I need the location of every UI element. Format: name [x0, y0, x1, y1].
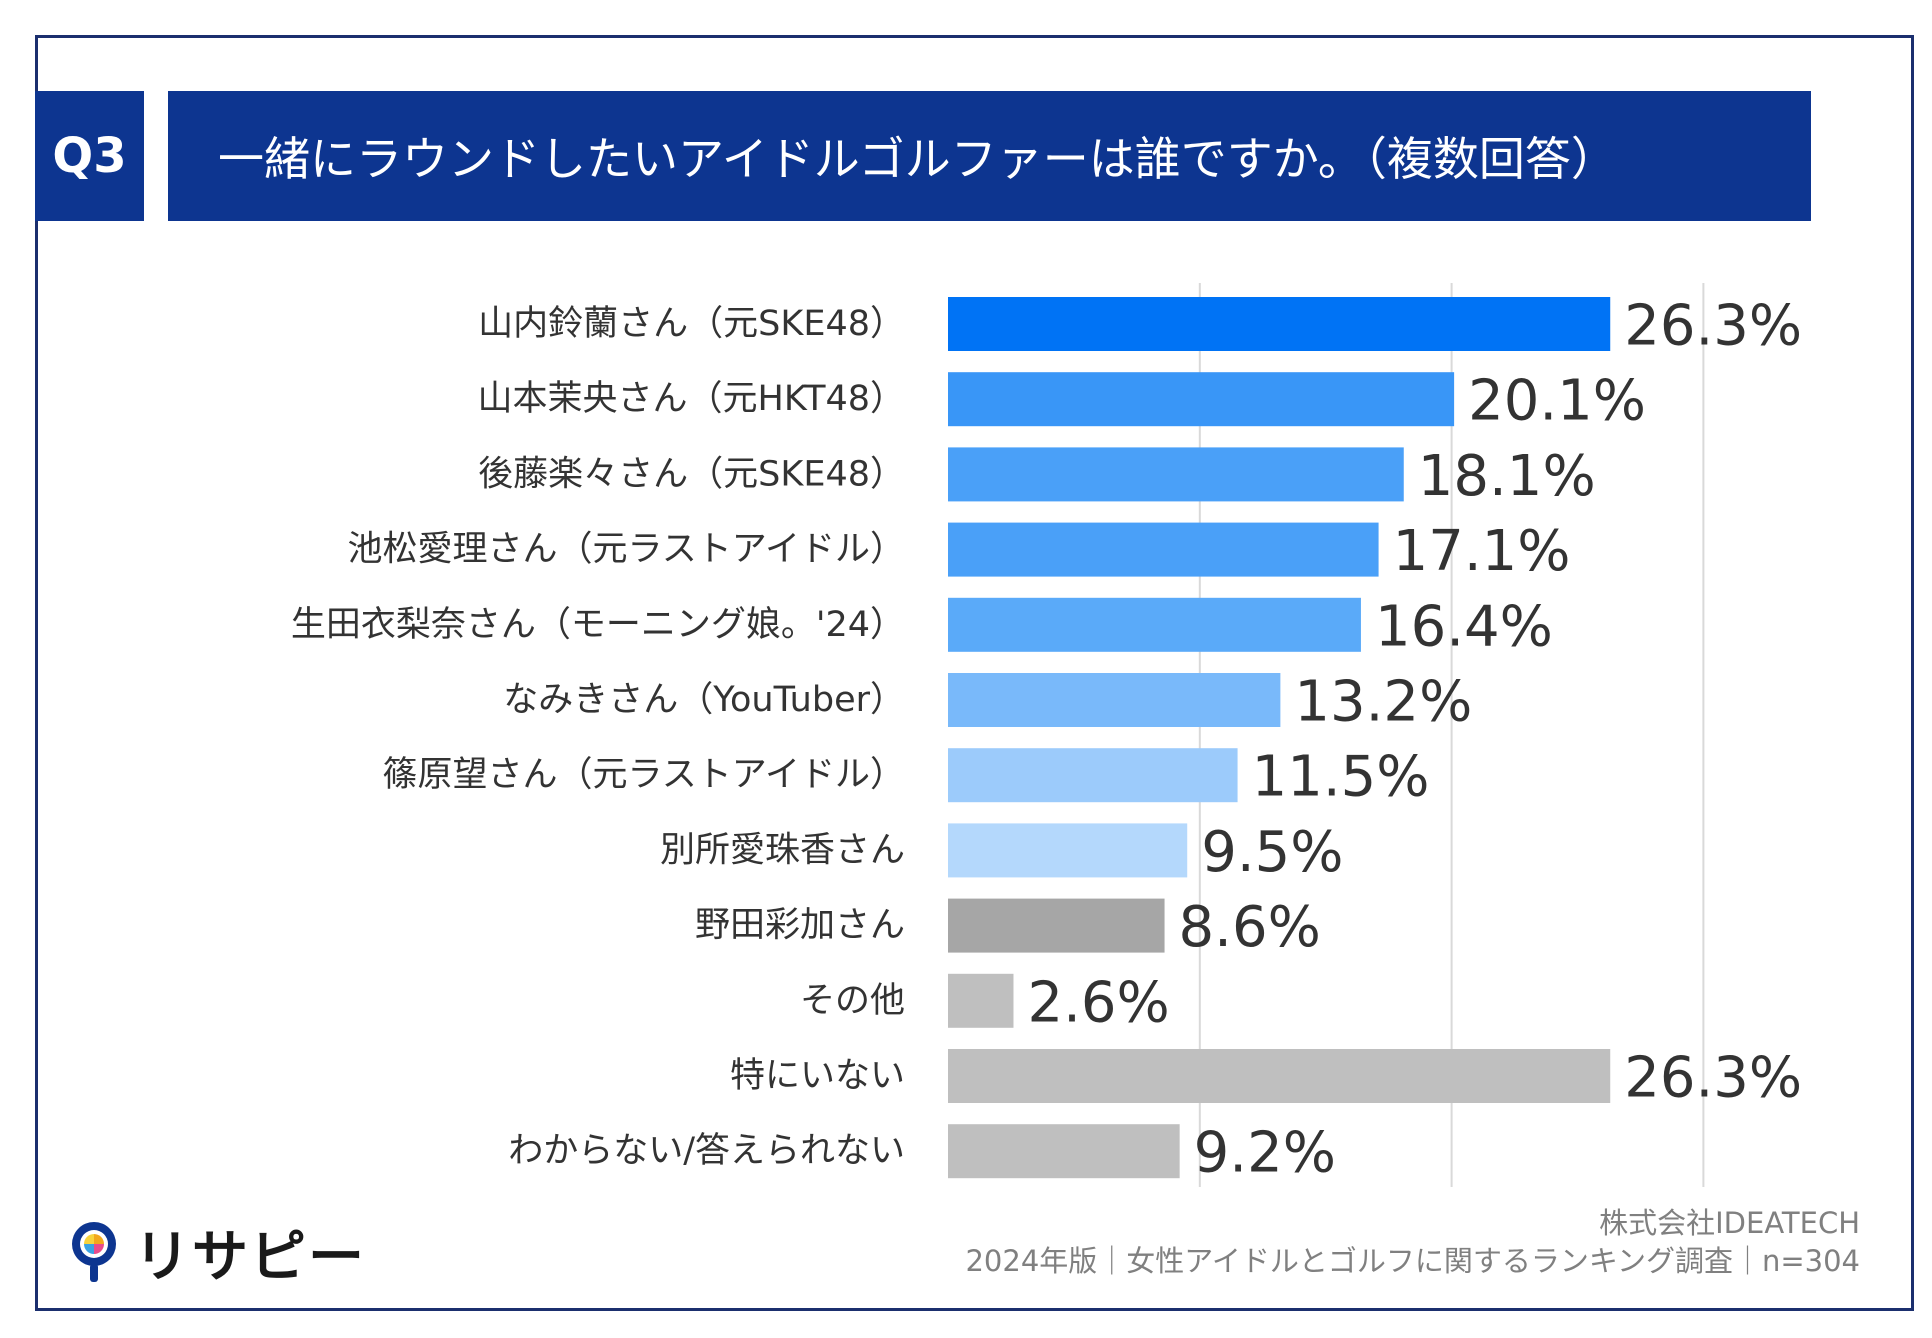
logo-text: リサピー [134, 1225, 366, 1290]
bar [948, 372, 1455, 427]
footer-company: 株式会社IDEATECH [1599, 1206, 1860, 1240]
value-label: 8.6% [1179, 895, 1321, 960]
value-label: 2.6% [1027, 970, 1169, 1035]
value-label: 13.2% [1294, 670, 1472, 735]
brand-logo: リサピー [68, 1212, 366, 1293]
value-label: 18.1% [1418, 444, 1596, 509]
bar [948, 597, 1361, 652]
lightbulb-pin-icon [72, 1221, 116, 1282]
bar [948, 522, 1379, 577]
bar [948, 748, 1238, 803]
category-label: わからない/答えられない [508, 1131, 905, 1171]
value-label: 16.4% [1375, 594, 1553, 659]
category-label: 生田衣梨奈さん（モーニング娘。'24） [291, 605, 905, 645]
value-label: 26.3% [1624, 294, 1802, 359]
category-label: 篠原望さん（元ラストアイドル） [382, 755, 905, 795]
question-title: 一緒にラウンドしたいアイドルゴルファーは誰ですか。（複数回答） [168, 91, 1811, 221]
bar [948, 823, 1188, 878]
value-label: 9.5% [1201, 820, 1343, 885]
category-label: 山内鈴蘭さん（元SKE48） [478, 304, 905, 344]
outer-frame [35, 35, 1914, 1311]
category-label: 山本茉央さん（元HKT48） [478, 379, 905, 419]
category-label: なみきさん（YouTuber） [503, 680, 905, 720]
value-label: 26.3% [1624, 1046, 1802, 1111]
category-label: 特にいない [730, 1056, 905, 1096]
category-label: その他 [800, 981, 905, 1021]
category-label: 後藤楽々さん（元SKE48） [478, 454, 905, 494]
footer-source: 2024年版｜女性アイドルとゴルフに関するランキング調査｜n=304 [965, 1244, 1860, 1278]
bar [948, 1124, 1180, 1179]
bar [948, 297, 1611, 351]
question-badge: Q3 [35, 91, 144, 221]
value-label: 17.1% [1393, 519, 1571, 584]
category-label: 池松愛理さん（元ラストアイドル） [347, 530, 905, 570]
bar [948, 447, 1404, 502]
bar [948, 973, 1014, 1028]
bar [948, 1049, 1611, 1103]
category-label: 別所愛珠香さん [660, 830, 905, 870]
value-label: 20.1% [1468, 369, 1646, 434]
category-label: 野田彩加さん [695, 906, 905, 946]
value-label: 9.2% [1194, 1121, 1336, 1186]
value-label: 11.5% [1252, 745, 1430, 810]
bar [948, 898, 1165, 953]
bar [948, 673, 1281, 727]
